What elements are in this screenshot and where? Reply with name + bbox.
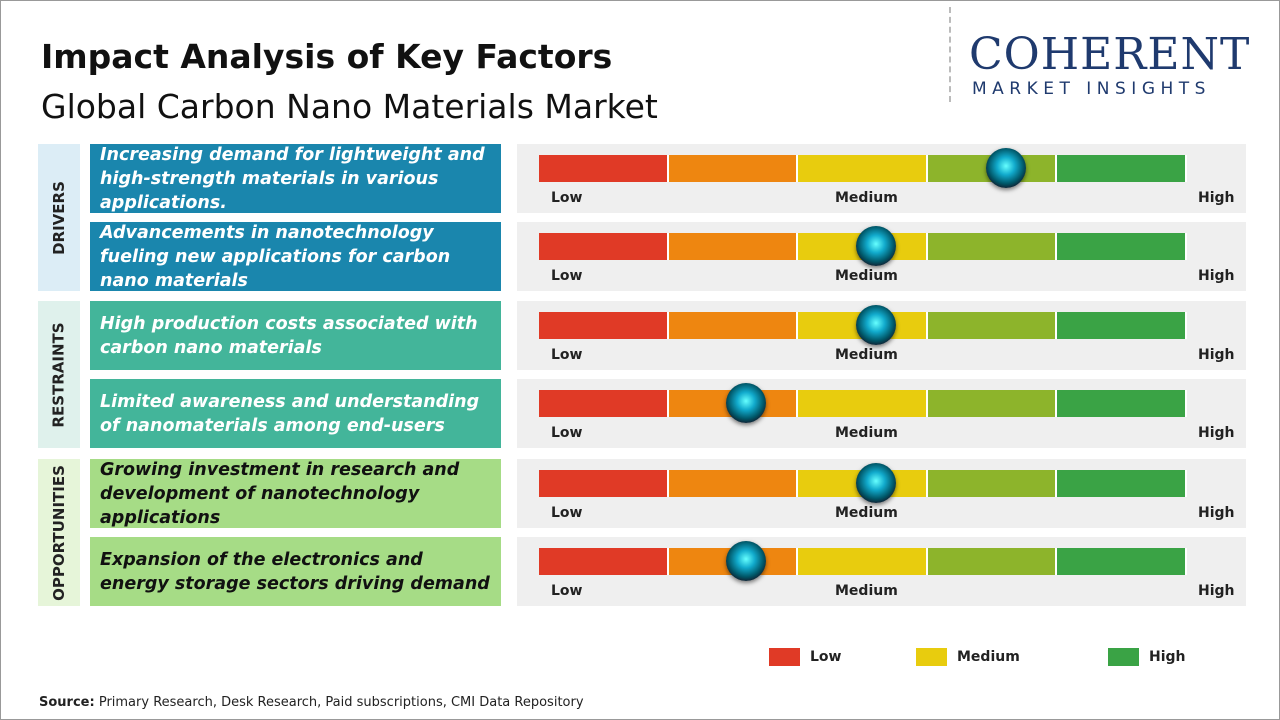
- group-label: OPPORTUNITIES: [50, 464, 68, 601]
- gauge-label: Low: [551, 190, 583, 206]
- group-label: DRIVERS: [50, 180, 69, 255]
- gauge-segment: [1057, 312, 1187, 339]
- gauge-label: Low: [551, 583, 583, 599]
- gauge-label: Medium: [835, 268, 898, 284]
- gauge-segment: [539, 548, 669, 575]
- gauge-segment: [1057, 390, 1187, 417]
- factor-text: Expansion of the electronics and energy …: [90, 537, 501, 606]
- gauge-label: Medium: [835, 583, 898, 599]
- impact-marker: [726, 541, 767, 581]
- factor-text: Limited awareness and understanding of n…: [90, 379, 501, 448]
- factor-text: Increasing demand for lightweight and hi…: [90, 144, 501, 213]
- impact-marker: [855, 226, 896, 266]
- impact-marker: [855, 305, 896, 345]
- legend-swatch: [769, 648, 800, 666]
- impact-marker: [855, 463, 896, 503]
- gauge-label: High: [1198, 190, 1235, 206]
- factor-text: Growing investment in research and devel…: [90, 459, 501, 528]
- gauge-label: High: [1198, 347, 1235, 363]
- gauge-segment: [539, 390, 669, 417]
- logo-tagline: MARKET INSIGHTS: [972, 79, 1211, 99]
- gauge-segment: [539, 312, 669, 339]
- legend-swatch: [1108, 648, 1139, 666]
- gauge-segment: [927, 390, 1058, 417]
- logo-name: COHERENT: [969, 29, 1251, 80]
- gauge-label: High: [1198, 425, 1235, 441]
- gauge-label: Medium: [835, 347, 898, 363]
- gauge-segment: [1057, 470, 1187, 497]
- gauge-segment: [1057, 548, 1187, 575]
- gauge-segment: [1057, 233, 1187, 260]
- logo-separator: [949, 7, 951, 102]
- gauge-segment: [798, 548, 928, 575]
- gauge-segment: [1057, 155, 1187, 182]
- gauge-segment: [668, 470, 799, 497]
- source: Source: Primary Research, Desk Research,…: [39, 695, 584, 710]
- factor-text: High production costs associated with ca…: [90, 301, 501, 370]
- gauge-label: Medium: [835, 425, 898, 441]
- gauge-segment: [539, 155, 669, 182]
- title: Impact Analysis of Key Factors: [41, 37, 613, 76]
- gauge-segment: [927, 233, 1058, 260]
- gauge-label: Medium: [835, 505, 898, 521]
- legend-label: Low: [810, 649, 842, 665]
- group-label-box: OPPORTUNITIES: [38, 459, 80, 606]
- gauge-segment: [927, 470, 1058, 497]
- gauge-label: High: [1198, 583, 1235, 599]
- gauge-label: Low: [551, 268, 583, 284]
- gauge-segment: [798, 390, 928, 417]
- gauge-segment: [539, 233, 669, 260]
- gauge-label: Low: [551, 425, 583, 441]
- factor-text: Advancements in nanotechnology fueling n…: [90, 222, 501, 291]
- gauge-segment: [668, 312, 799, 339]
- gauge-segment: [798, 155, 928, 182]
- gauge-label: High: [1198, 505, 1235, 521]
- gauge-segment: [927, 548, 1058, 575]
- group-label-box: RESTRAINTS: [38, 301, 80, 448]
- gauge-label: Low: [551, 505, 583, 521]
- impact-marker: [726, 383, 767, 423]
- gauge-label: Medium: [835, 190, 898, 206]
- group-label-box: DRIVERS: [38, 144, 80, 291]
- source-label: Source:: [39, 695, 95, 710]
- source-text: Primary Research, Desk Research, Paid su…: [98, 695, 584, 710]
- gauge-segment: [927, 312, 1058, 339]
- subtitle: Global Carbon Nano Materials Market: [41, 87, 658, 126]
- gauge-label: Low: [551, 347, 583, 363]
- legend-label: Medium: [957, 649, 1020, 665]
- legend-swatch: [916, 648, 947, 666]
- gauge-segment: [668, 233, 799, 260]
- gauge-segment: [539, 470, 669, 497]
- impact-marker: [985, 148, 1026, 188]
- group-label: RESTRAINTS: [50, 321, 69, 428]
- gauge-segment: [668, 155, 799, 182]
- gauge-label: High: [1198, 268, 1235, 284]
- legend-label: High: [1149, 649, 1186, 665]
